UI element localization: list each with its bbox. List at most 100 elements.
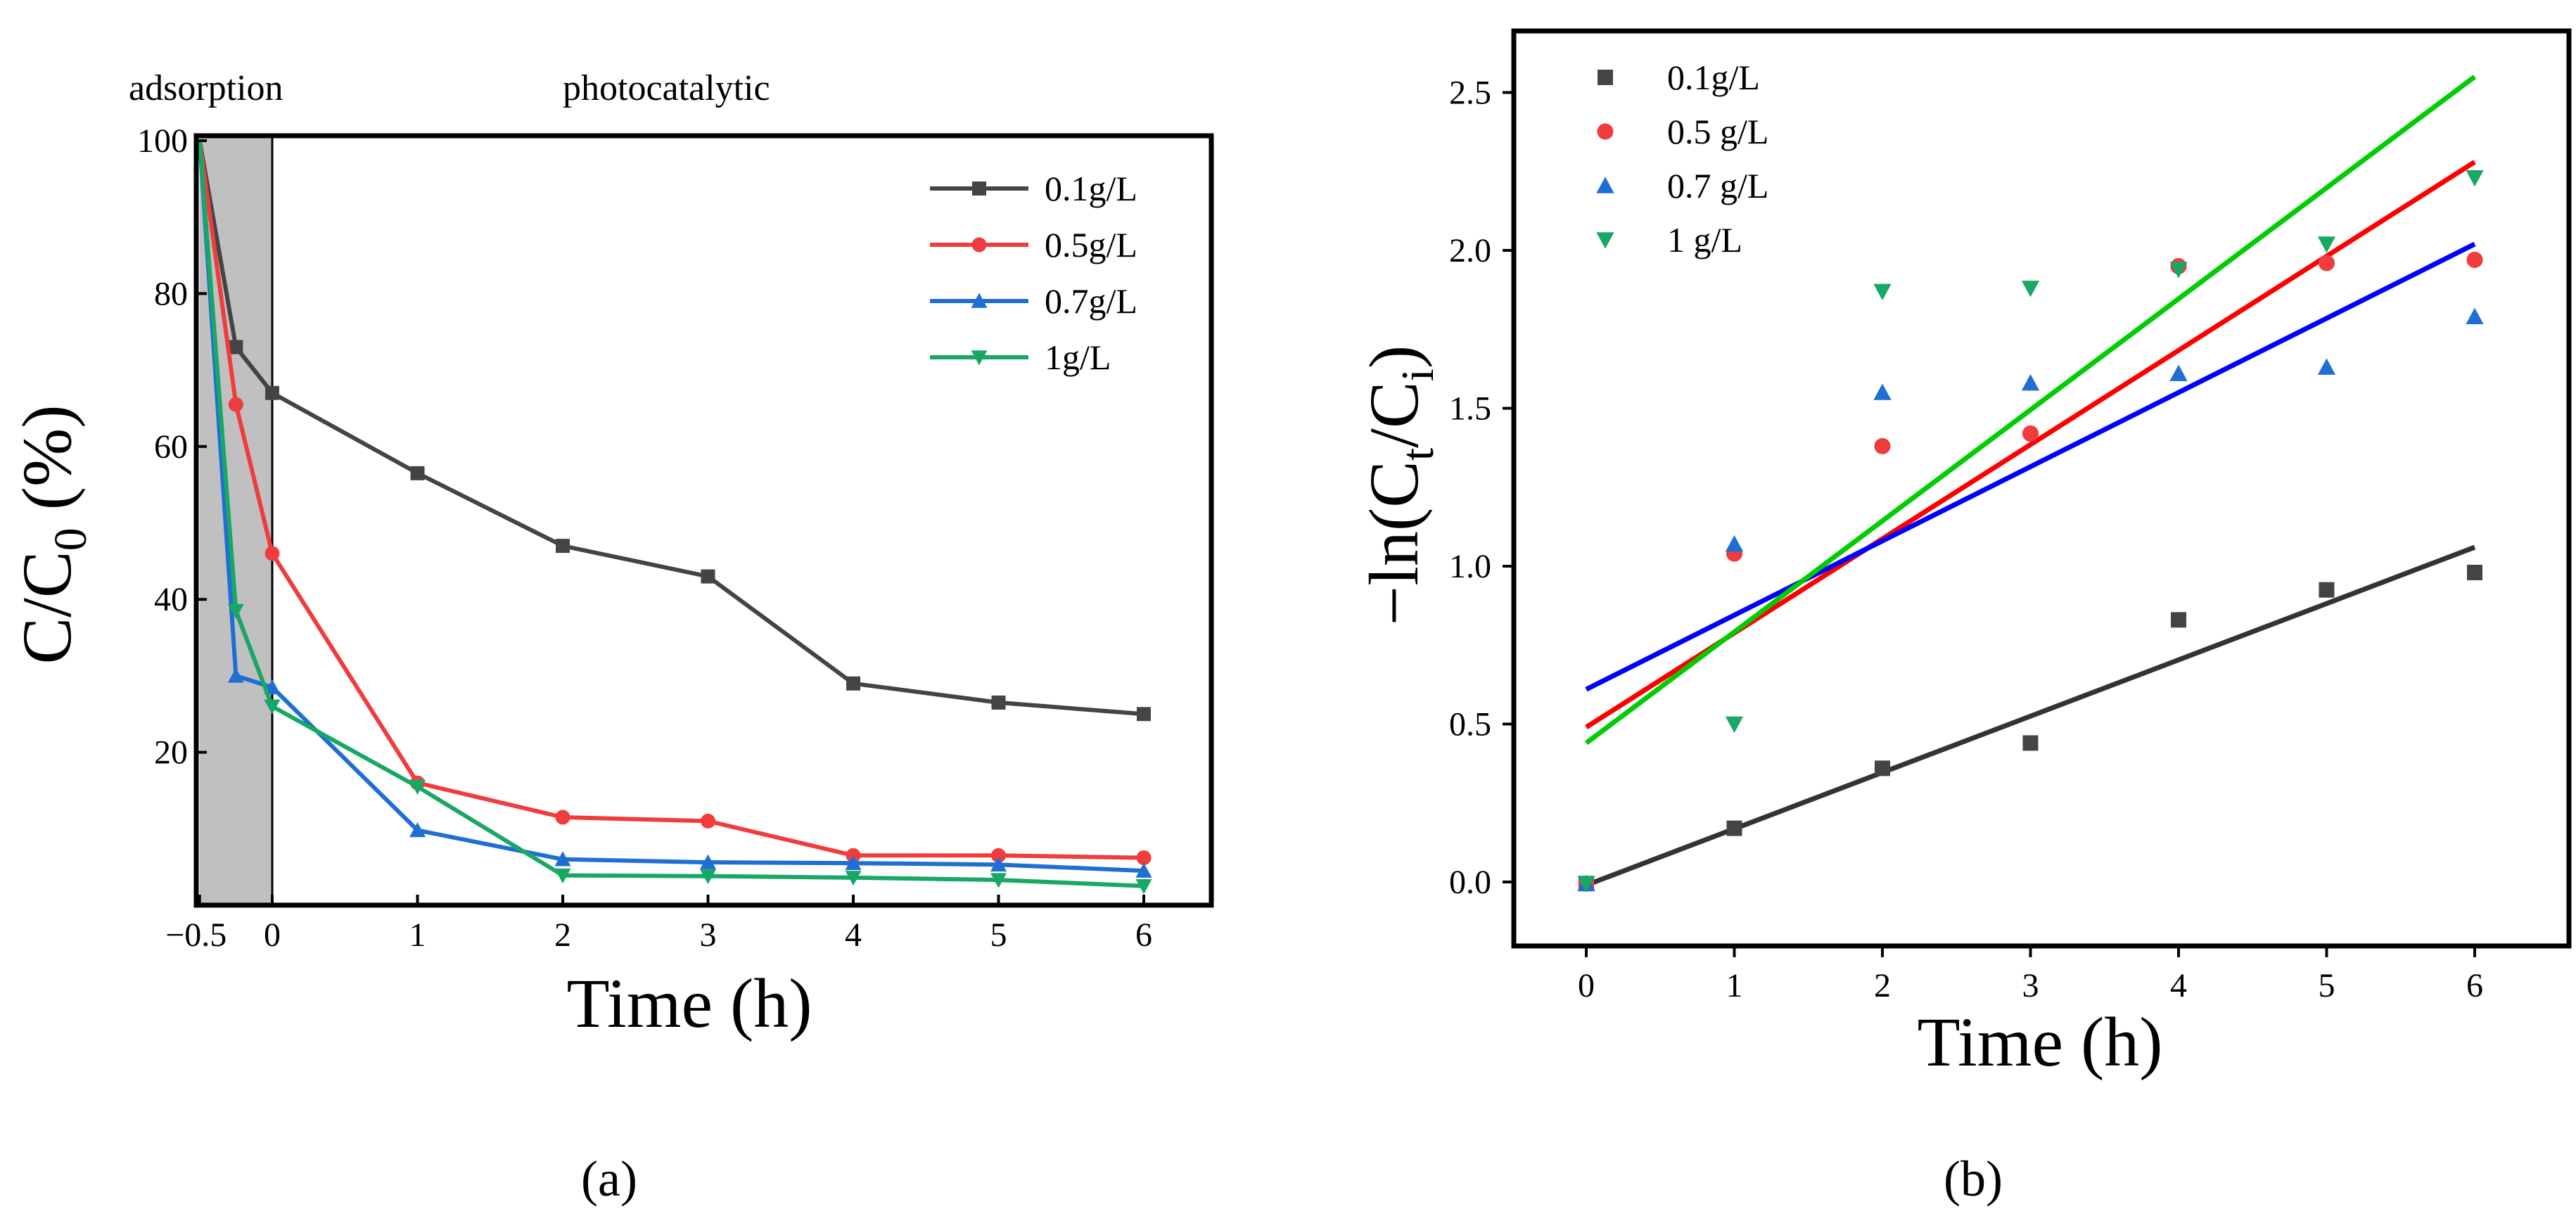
data-point bbox=[264, 699, 281, 715]
series-line-0-5g-l bbox=[197, 140, 1144, 860]
annotation-photocatalytic: photocatalytic bbox=[563, 68, 770, 108]
legend-marker bbox=[1597, 123, 1614, 140]
legend-label: 0.5g/L bbox=[1045, 225, 1137, 264]
data-point bbox=[991, 695, 1006, 710]
data-point bbox=[701, 813, 715, 829]
y-axis-label-subscript-t: t bbox=[1392, 448, 1443, 461]
y-tick-label: 80 bbox=[154, 275, 188, 312]
legend-item-1g-l: 1g/L bbox=[930, 338, 1111, 377]
x-tick-label: 5 bbox=[2319, 967, 2335, 1004]
legend-item-0-1g-l: 0.1g/L bbox=[1598, 58, 1760, 97]
y-tick-label: 100 bbox=[137, 122, 188, 160]
data-point bbox=[229, 340, 243, 354]
y-tick-label: 0.0 bbox=[1449, 864, 1491, 901]
data-point bbox=[1873, 283, 1892, 301]
y-axis-label: C/C0 (%) bbox=[8, 404, 96, 664]
y-tick-label: 20 bbox=[154, 734, 188, 772]
y-axis-label-tail: (%) bbox=[8, 404, 86, 527]
data-point bbox=[2319, 582, 2335, 598]
series-line-0-7g-l bbox=[197, 140, 1144, 874]
data-point bbox=[1725, 535, 1744, 552]
data-point bbox=[2021, 373, 2040, 391]
x-axis-label: Time (h) bbox=[566, 964, 812, 1042]
fit-line-0-1g-l bbox=[1585, 544, 2476, 888]
data-point bbox=[264, 546, 280, 561]
legend-item-1-g-l: 1 g/L bbox=[1596, 220, 1742, 260]
data-point bbox=[1135, 879, 1152, 895]
legend-label: 0.1g/L bbox=[1667, 58, 1760, 97]
data-point bbox=[2021, 281, 2040, 298]
caption-b: (b) bbox=[1944, 1151, 2003, 1207]
x-tick-label: 4 bbox=[2170, 967, 2187, 1004]
plot-frame bbox=[1511, 28, 2572, 949]
y-tick-label: 1.5 bbox=[1449, 390, 1491, 428]
x-axis-label: Time (h) bbox=[1917, 1003, 2162, 1081]
series-0-5-g-l bbox=[1578, 251, 2483, 892]
y-axis-label-main: C/C bbox=[8, 551, 86, 664]
legend-marker bbox=[1596, 232, 1614, 249]
data-point bbox=[1136, 850, 1152, 866]
data-point bbox=[2022, 425, 2039, 442]
data-point bbox=[2466, 251, 2483, 269]
data-point bbox=[555, 810, 570, 825]
legend-label: 0.7 g/L bbox=[1667, 166, 1768, 205]
data-point bbox=[410, 466, 425, 480]
data-point bbox=[556, 539, 570, 554]
legend-marker bbox=[971, 350, 988, 366]
data-point bbox=[1135, 862, 1152, 878]
series-0-1g-l bbox=[197, 140, 1151, 722]
legend-item-0-1g-l: 0.1g/L bbox=[930, 169, 1137, 208]
y-axis-label-subscript: 0 bbox=[45, 527, 96, 551]
legend-item-0-5-g-l: 0.5 g/L bbox=[1597, 112, 1768, 151]
data-point bbox=[409, 779, 426, 795]
fit-line-1-g-l bbox=[1584, 75, 2477, 746]
data-point bbox=[2467, 564, 2482, 580]
y-tick-label: 40 bbox=[154, 581, 188, 618]
legend: 0.1g/L 0.5 g/L 0.7 g/L 1 g/L bbox=[1596, 58, 1768, 260]
data-point bbox=[1137, 707, 1151, 722]
x-tick-label: 3 bbox=[2022, 967, 2039, 1004]
data-point bbox=[701, 569, 715, 584]
series-0-7g-l bbox=[197, 140, 1152, 878]
x-tick-label: −0.5 bbox=[165, 916, 227, 954]
y-tick-label: 2.5 bbox=[1449, 75, 1491, 112]
data-point bbox=[2466, 307, 2484, 325]
x-tick-label: 1 bbox=[409, 916, 426, 954]
series-line-0-1g-l bbox=[197, 140, 1144, 717]
data-point bbox=[227, 667, 244, 683]
series-line-1g-l bbox=[197, 140, 1144, 888]
data-point bbox=[1873, 383, 1892, 400]
legend-label: 0.5 g/L bbox=[1667, 112, 1768, 151]
y-tick-label: 0.5 bbox=[1449, 706, 1491, 743]
annotation-adsorption: adsorption bbox=[129, 68, 283, 108]
data-point bbox=[845, 871, 862, 886]
data-point bbox=[2169, 364, 2188, 381]
x-tick-label: 2 bbox=[1874, 967, 1891, 1004]
legend-item-0-7g-l: 0.7g/L bbox=[930, 281, 1137, 321]
x-tick-label: 2 bbox=[554, 916, 571, 954]
legend-label: 0.1g/L bbox=[1045, 169, 1137, 208]
data-point bbox=[228, 397, 243, 412]
data-point bbox=[2171, 612, 2186, 628]
x-tick-label: 6 bbox=[1135, 916, 1152, 954]
data-point bbox=[227, 603, 244, 620]
data-point bbox=[2169, 262, 2188, 279]
x-tick-label: 5 bbox=[990, 916, 1007, 954]
data-point bbox=[2466, 170, 2484, 187]
series-0-1g-l bbox=[1579, 564, 2482, 892]
legend-item-0-5g-l: 0.5g/L bbox=[930, 225, 1137, 264]
y-axis-label-part: /C bbox=[1355, 381, 1433, 447]
data-point bbox=[990, 856, 1007, 872]
y-tick-label: 1.0 bbox=[1449, 548, 1491, 585]
data-point bbox=[2317, 236, 2336, 253]
caption-a: (a) bbox=[581, 1151, 637, 1207]
legend-marker bbox=[971, 237, 987, 252]
data-point bbox=[2317, 358, 2336, 375]
y-axis-label-part: ) bbox=[1355, 345, 1433, 369]
x-tick-label: 0 bbox=[264, 916, 281, 954]
x-tick-label: 4 bbox=[845, 916, 862, 954]
data-point bbox=[2022, 735, 2039, 751]
legend-marker bbox=[972, 181, 986, 196]
y-tick-label: 60 bbox=[154, 428, 188, 466]
